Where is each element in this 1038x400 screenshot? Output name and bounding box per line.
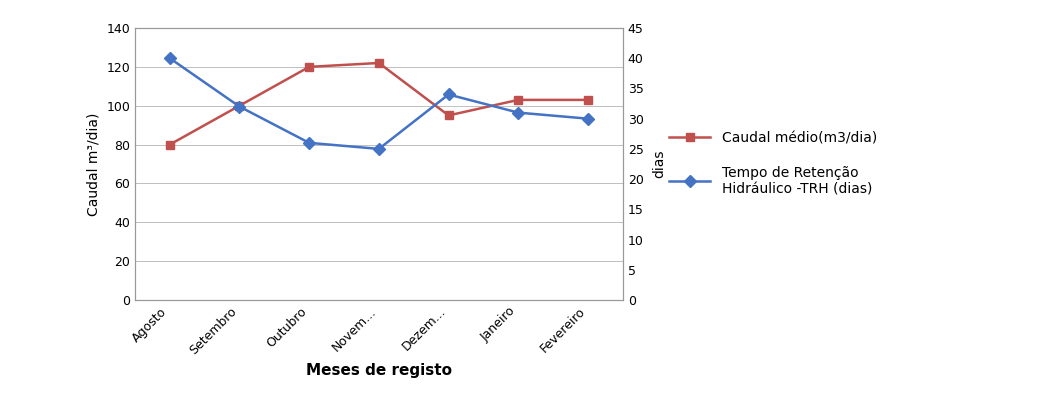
Tempo de Retenção
Hidráulico -TRH (dias) xyxy=(512,110,524,115)
Tempo de Retenção
Hidráulico -TRH (dias) xyxy=(581,116,594,121)
Tempo de Retenção
Hidráulico -TRH (dias) xyxy=(234,104,246,109)
Tempo de Retenção
Hidráulico -TRH (dias) xyxy=(164,56,176,61)
Caudal médio(m3/dia) xyxy=(512,98,524,102)
Tempo de Retenção
Hidráulico -TRH (dias) xyxy=(373,146,385,151)
Caudal médio(m3/dia) xyxy=(164,142,176,147)
Caudal médio(m3/dia) xyxy=(581,98,594,102)
Tempo de Retenção
Hidráulico -TRH (dias) xyxy=(303,140,316,145)
Caudal médio(m3/dia) xyxy=(442,113,455,118)
Caudal médio(m3/dia) xyxy=(234,103,246,108)
Caudal médio(m3/dia) xyxy=(373,60,385,65)
Y-axis label: dias: dias xyxy=(652,150,665,178)
X-axis label: Meses de registo: Meses de registo xyxy=(306,363,452,378)
Tempo de Retenção
Hidráulico -TRH (dias) xyxy=(442,92,455,97)
Caudal médio(m3/dia) xyxy=(303,64,316,69)
Line: Tempo de Retenção
Hidráulico -TRH (dias): Tempo de Retenção Hidráulico -TRH (dias) xyxy=(166,54,592,153)
Y-axis label: Caudal m³/dia): Caudal m³/dia) xyxy=(86,112,101,216)
Line: Caudal médio(m3/dia): Caudal médio(m3/dia) xyxy=(166,59,592,149)
Legend: Caudal médio(m3/dia), Tempo de Retenção
Hidráulico -TRH (dias): Caudal médio(m3/dia), Tempo de Retenção … xyxy=(668,132,877,196)
